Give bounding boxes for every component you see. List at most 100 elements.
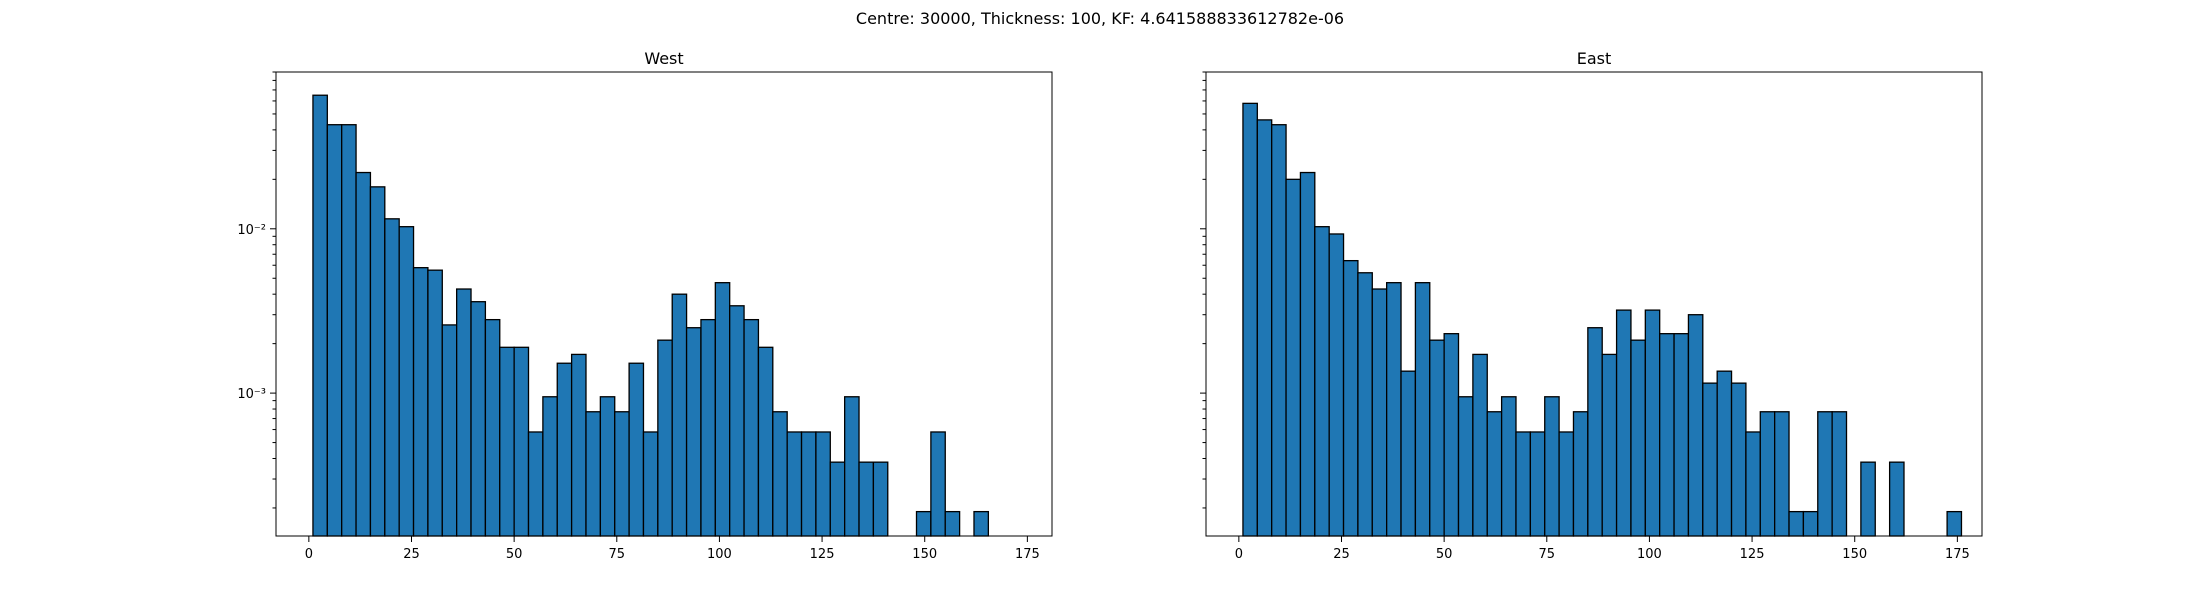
east-x-tick-label: 50 bbox=[1436, 547, 1453, 562]
west-bar bbox=[398, 226, 415, 537]
west-bar bbox=[484, 318, 501, 537]
west-bar bbox=[312, 94, 328, 537]
west-y-tick-label: 10⁻³ bbox=[237, 387, 266, 402]
east-bar bbox=[1342, 259, 1359, 537]
west-bar bbox=[858, 461, 875, 537]
west-bar bbox=[872, 461, 889, 537]
west-bar bbox=[369, 186, 386, 537]
west-bar bbox=[470, 301, 487, 537]
west-bar bbox=[844, 396, 860, 537]
west-bar bbox=[772, 411, 788, 537]
east-bar bbox=[1285, 178, 1302, 537]
east-x-tick-label: 0 bbox=[1235, 547, 1243, 562]
east-bar bbox=[1558, 431, 1575, 537]
west-bar bbox=[599, 396, 616, 537]
east-bar bbox=[1457, 396, 1474, 537]
west-axes-frame bbox=[275, 71, 1053, 537]
east-bar bbox=[1716, 370, 1733, 537]
east-bar bbox=[1587, 327, 1603, 537]
west-x-tick-label: 50 bbox=[506, 547, 523, 562]
west-x-tick-label: 75 bbox=[609, 547, 626, 562]
west-bar bbox=[815, 431, 831, 537]
west-bar bbox=[729, 305, 745, 537]
east-x-tick-label: 175 bbox=[1945, 547, 1970, 562]
west-bar bbox=[642, 431, 659, 537]
east-bar bbox=[1802, 510, 1819, 537]
east-bar bbox=[1673, 333, 1690, 537]
east-x-tick-label: 75 bbox=[1539, 547, 1556, 562]
west-bar bbox=[556, 362, 573, 537]
west-x-tick-label: 175 bbox=[1015, 547, 1040, 562]
east-bar bbox=[1544, 396, 1560, 537]
west-bar bbox=[326, 124, 343, 537]
east-bar bbox=[1659, 333, 1675, 537]
east-bar bbox=[1888, 461, 1905, 537]
west-bar bbox=[499, 346, 515, 537]
west-bar bbox=[585, 411, 602, 537]
west-bar bbox=[757, 346, 774, 537]
west-bar bbox=[341, 124, 357, 537]
west-bar bbox=[427, 269, 443, 537]
east-bar bbox=[1429, 339, 1445, 537]
east-bar bbox=[1256, 119, 1273, 537]
west-x-tick-label: 0 bbox=[305, 547, 313, 562]
east-bar bbox=[1500, 396, 1517, 537]
west-bar bbox=[671, 293, 688, 537]
west-y-tick-label: 10⁻² bbox=[237, 223, 266, 238]
west-bar bbox=[412, 267, 429, 537]
east-bar bbox=[1314, 226, 1330, 537]
east-bar bbox=[1745, 431, 1761, 537]
west-bar bbox=[614, 411, 630, 537]
west-panel-title: West bbox=[644, 49, 683, 68]
east-bar bbox=[1271, 124, 1287, 537]
east-bar bbox=[1730, 382, 1747, 537]
east-bar bbox=[1817, 411, 1833, 537]
west-x-tick-label: 25 bbox=[403, 547, 420, 562]
east-bar bbox=[1529, 431, 1546, 537]
east-panel-title: East bbox=[1577, 49, 1612, 68]
east-axes-frame bbox=[1205, 71, 1983, 537]
west-bar bbox=[800, 431, 817, 537]
west-bar bbox=[915, 510, 932, 537]
west-bar bbox=[930, 431, 946, 537]
east-bar bbox=[1759, 411, 1776, 537]
east-x-tick-label: 25 bbox=[1333, 547, 1350, 562]
histogram-east: 0 25 50 75 100 125 150 175 East bbox=[1200, 49, 1983, 562]
west-x-tick-label: 150 bbox=[912, 547, 937, 562]
east-bar bbox=[1328, 233, 1345, 537]
east-bar bbox=[1242, 102, 1258, 537]
east-bar bbox=[1400, 370, 1417, 537]
east-bar bbox=[1299, 171, 1316, 537]
west-bar bbox=[542, 396, 558, 537]
east-bar bbox=[1601, 353, 1618, 537]
east-bar bbox=[1774, 411, 1790, 537]
west-bar bbox=[944, 510, 961, 537]
east-x-tick-label: 150 bbox=[1842, 547, 1867, 562]
east-bar bbox=[1472, 353, 1488, 537]
histogram-west: 0 25 50 75 100 125 150 175 10⁻³ 10⁻² West bbox=[237, 49, 1053, 562]
west-bar bbox=[685, 327, 702, 537]
east-bar bbox=[1644, 309, 1661, 537]
west-bar bbox=[628, 362, 645, 537]
east-bar bbox=[1572, 411, 1589, 537]
west-bar bbox=[570, 353, 587, 537]
east-bar bbox=[1860, 461, 1876, 537]
east-bar bbox=[1831, 411, 1848, 537]
west-bar bbox=[657, 339, 673, 537]
east-bar bbox=[1371, 288, 1388, 537]
east-bar bbox=[1486, 411, 1503, 537]
east-bar bbox=[1702, 382, 1718, 537]
east-x-tick-label: 100 bbox=[1637, 547, 1662, 562]
east-bar bbox=[1357, 272, 1373, 537]
west-x-tick-label: 125 bbox=[810, 547, 835, 562]
east-bar bbox=[1515, 431, 1532, 537]
east-bar bbox=[1630, 339, 1646, 537]
west-bar bbox=[527, 431, 544, 537]
east-bar bbox=[1443, 333, 1460, 537]
east-x-tick-label: 125 bbox=[1740, 547, 1765, 562]
west-bar bbox=[973, 510, 990, 537]
west-bar bbox=[456, 288, 472, 537]
west-bar bbox=[743, 318, 760, 537]
west-bar bbox=[714, 282, 731, 537]
